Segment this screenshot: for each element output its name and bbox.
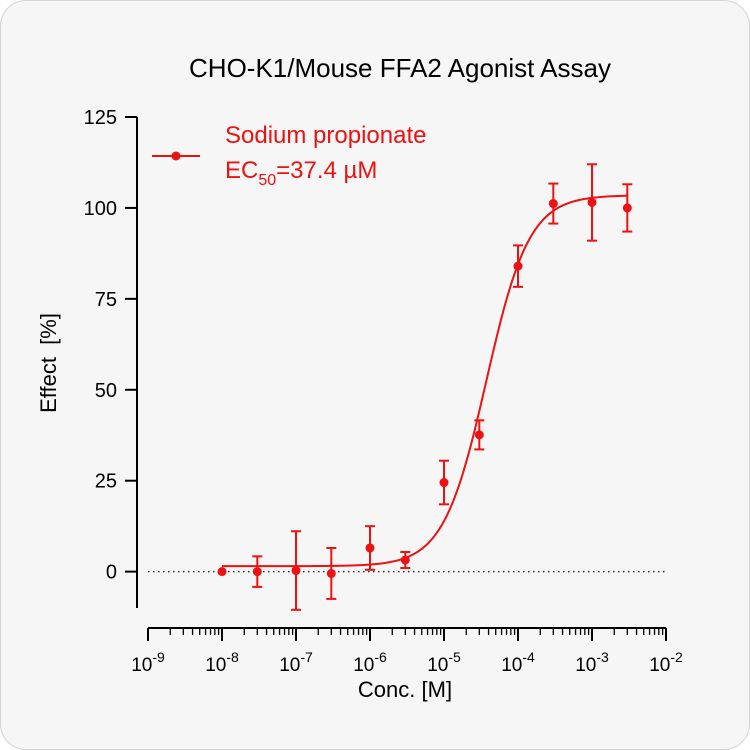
ec50-value: =37.4 µM — [276, 157, 377, 184]
data-point — [365, 543, 375, 553]
y-axis-label: Effect [%] — [36, 313, 61, 413]
legend-point-marker — [171, 151, 181, 161]
y-tick-label: 25 — [95, 471, 117, 493]
fit-curve — [222, 194, 628, 568]
y-axis: 0 25 50 75 100 125 — [84, 107, 138, 608]
data-point — [252, 567, 262, 577]
data-point — [326, 568, 336, 578]
data-points-layer — [217, 163, 633, 611]
fit-curve-layer — [222, 194, 628, 568]
y-tick-label: 125 — [84, 107, 117, 129]
y-tick-label: 75 — [95, 289, 117, 311]
y-tick-label: 50 — [95, 380, 117, 402]
x-tick-label: 10-9 — [131, 649, 165, 676]
data-point — [513, 261, 523, 271]
legend-series-label: Sodium propionate — [225, 122, 426, 149]
x-tick-label: 10-4 — [501, 649, 535, 676]
data-point — [439, 478, 449, 488]
x-tick-label: 10-3 — [575, 649, 609, 676]
data-point — [291, 566, 301, 576]
x-tick-label: 10-5 — [427, 649, 461, 676]
data-point — [622, 203, 632, 213]
x-axis: 10-9 10-8 10-7 10-6 10-5 10-4 10-3 10-2 — [131, 627, 683, 676]
x-tick-label: 10-2 — [649, 649, 683, 676]
ec50-subscript: 50 — [258, 172, 276, 189]
x-tick-label: 10-7 — [279, 649, 313, 676]
chart-title: CHO-K1/Mouse FFA2 Agonist Assay — [189, 53, 611, 83]
y-tick-label: 100 — [84, 198, 117, 220]
data-point — [400, 555, 410, 565]
y-tick-label: 0 — [106, 562, 117, 584]
data-point — [217, 567, 227, 577]
data-point — [587, 197, 597, 207]
ec50-prefix: EC — [225, 157, 258, 184]
x-axis-label: Conc. [M] — [358, 677, 452, 702]
legend: Sodium propionate EC50=37.4 µM — [152, 122, 426, 189]
data-point — [548, 199, 558, 209]
data-point — [474, 430, 484, 440]
x-tick-label: 10-6 — [353, 649, 387, 676]
legend-ec50: EC50=37.4 µM — [225, 157, 377, 189]
x-tick-label: 10-8 — [205, 649, 239, 676]
